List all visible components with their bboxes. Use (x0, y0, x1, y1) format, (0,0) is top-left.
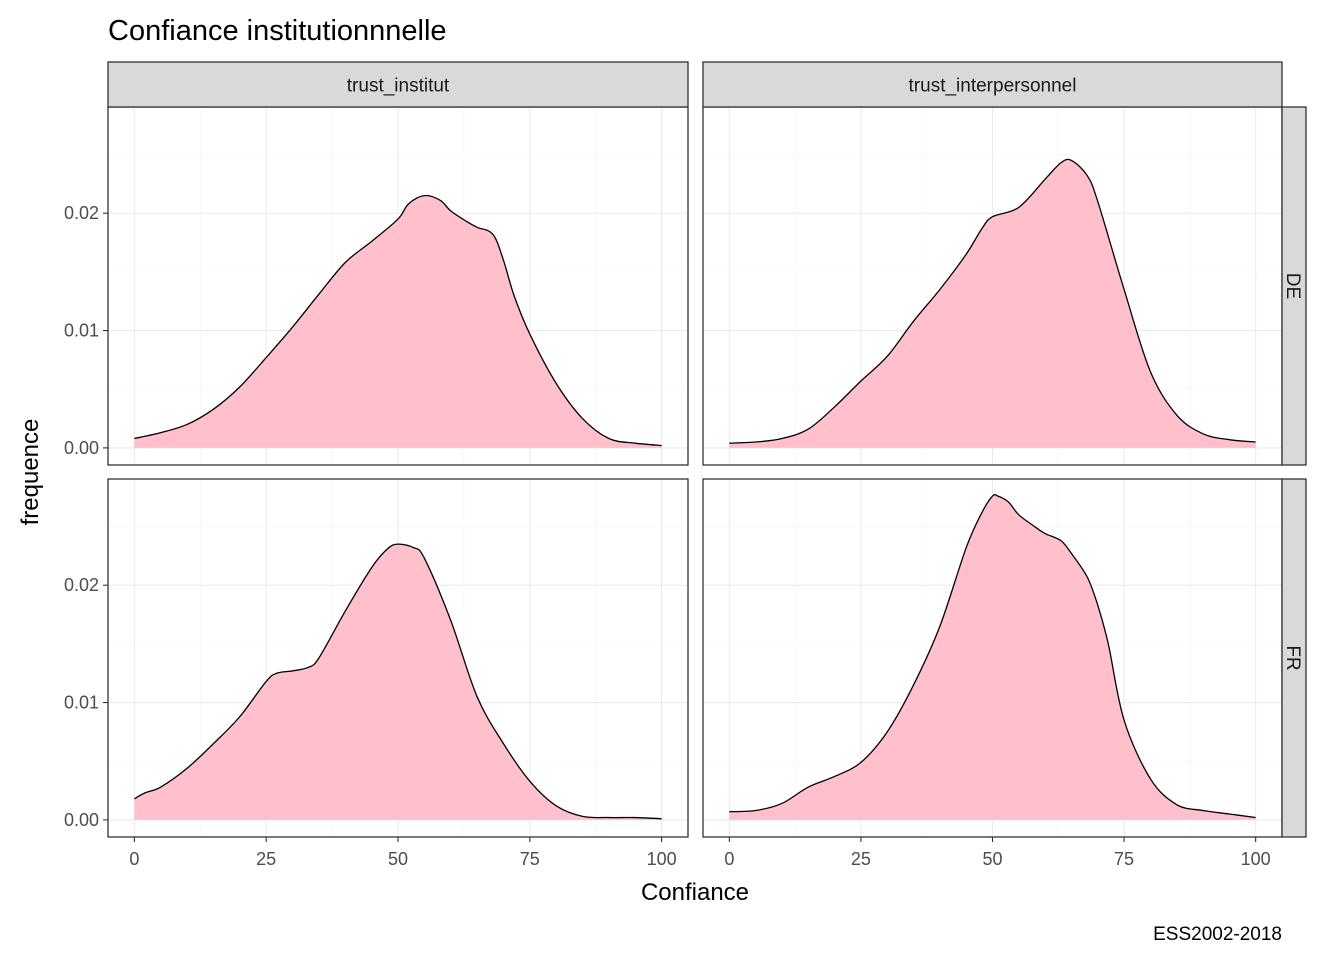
strip-label: trust_institut (347, 76, 450, 97)
density-area (134, 195, 662, 448)
y-tick-label: 0.02 (64, 575, 99, 595)
x-tick-label: 0 (129, 849, 139, 869)
panel-trust_institut-FR (107, 478, 689, 838)
x-tick-label: 100 (1241, 849, 1271, 869)
axes: 0.00 0.01 0.02 0.00 0.01 0.02 0 25 50 75 100 0 25 50 7… (64, 203, 1271, 869)
strip-row-DE: DE (1281, 106, 1307, 466)
density-area (134, 544, 662, 820)
x-tick-label: 75 (520, 849, 540, 869)
x-tick-label: 50 (982, 849, 1002, 869)
y-tick-label: 0.00 (64, 810, 99, 830)
panel-trust_institut-DE (107, 106, 689, 466)
strip-background (1281, 106, 1307, 466)
density-area (729, 494, 1256, 820)
facet-panels (107, 106, 1283, 838)
strip-background (1281, 478, 1307, 838)
strip-label: trust_interpersonnel (909, 76, 1077, 97)
strip-col-trust_interpersonnel: trust_interpersonnel (702, 61, 1283, 108)
y-tick-label: 0.02 (64, 203, 99, 223)
strip-col-trust_institut: trust_institut (107, 61, 689, 108)
y-tick-label: 0.01 (64, 321, 99, 341)
chart-title: Confiance institutionnnelle (108, 15, 447, 47)
x-tick-label: 0 (724, 849, 734, 869)
panel-trust_interpersonnel-FR (702, 478, 1283, 838)
x-tick-label: 50 (388, 849, 408, 869)
density-curve (134, 543, 662, 820)
y-tick-label: 0.01 (64, 693, 99, 713)
x-tick-label: 25 (851, 849, 871, 869)
density-area (729, 159, 1256, 448)
strip-row-FR: FR (1281, 478, 1307, 838)
chart-caption: ESS2002-2018 (1153, 924, 1282, 945)
density-curve (134, 194, 662, 447)
density-curve (729, 158, 1256, 444)
facet-strips: trust_institut trust_interpersonnel DE FR (107, 61, 1307, 838)
x-tick-label: 75 (1114, 849, 1134, 869)
strip-background (702, 61, 1283, 108)
y-tick-label: 0.00 (64, 438, 99, 458)
strip-label: FR (1282, 645, 1303, 670)
y-axis-title: frequence (17, 419, 44, 526)
x-tick-label: 100 (647, 849, 677, 869)
x-axis-title: Confiance (641, 879, 749, 906)
panel-trust_interpersonnel-DE (702, 106, 1283, 466)
x-tick-label: 25 (256, 849, 276, 869)
density-curve (729, 493, 1256, 819)
strip-label: DE (1282, 273, 1303, 299)
strip-background (107, 61, 689, 108)
